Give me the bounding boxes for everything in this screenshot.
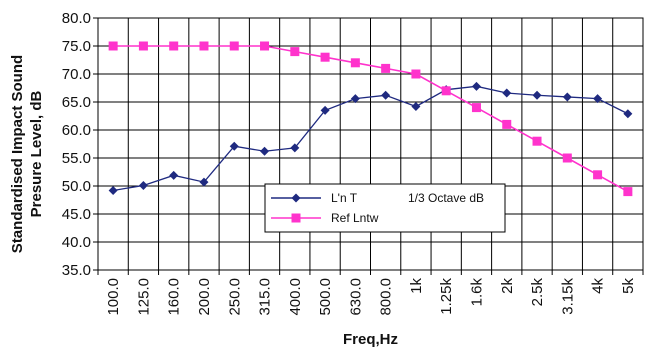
data-point [471, 81, 481, 91]
legend-label-suffix: 1/3 Octave dB [408, 191, 484, 205]
data-point [411, 69, 421, 79]
data-point [260, 146, 270, 156]
x-tick-label: 1.25k [438, 278, 455, 315]
y-tick-label: 50.0 [62, 178, 91, 195]
data-point [381, 63, 391, 73]
y-tick-label: 65.0 [62, 94, 91, 111]
data-point [108, 185, 118, 195]
x-tick-label: 4k [590, 278, 607, 294]
data-point [381, 90, 391, 100]
x-tick-label: 400.0 [287, 278, 304, 316]
data-point [229, 141, 239, 151]
y-tick-label: 40.0 [62, 234, 91, 251]
x-tick-label: 2k [499, 278, 516, 294]
x-tick-label: 1k [408, 278, 425, 294]
y-tick-label: 60.0 [62, 122, 91, 139]
data-point [502, 88, 512, 98]
x-tick-label: 100.0 [105, 278, 122, 316]
x-axis-title: Freq,Hz [343, 331, 398, 348]
series-line [113, 45, 629, 193]
data-point [350, 58, 360, 68]
x-tick-label: 250.0 [226, 278, 243, 316]
y-tick-label: 70.0 [62, 66, 91, 83]
data-point [199, 177, 209, 187]
series-1 [108, 81, 633, 195]
x-tick-label: 160.0 [166, 278, 183, 316]
data-point [320, 52, 330, 62]
x-tick-label: 3.15k [559, 278, 576, 315]
legend-swatch-marker [291, 213, 301, 223]
data-point [623, 187, 633, 197]
x-tick-label: 125.0 [135, 278, 152, 316]
legend-label: Ref Lntw [331, 211, 379, 225]
data-point [290, 143, 300, 153]
data-point [562, 153, 572, 163]
series-layer [108, 41, 633, 197]
data-point [502, 119, 512, 129]
x-tick-label: 500.0 [317, 278, 334, 316]
x-tick-label: 630.0 [347, 278, 364, 316]
x-tick-label: 200.0 [196, 278, 213, 316]
data-point [593, 94, 603, 104]
y-tick-label: 80.0 [62, 10, 91, 27]
y-axis-title-line: Presure Level, dB [28, 90, 45, 217]
data-point [320, 105, 330, 115]
data-point [108, 41, 118, 51]
data-point [229, 41, 239, 51]
series-line [113, 85, 629, 192]
y-tick-label: 45.0 [62, 206, 91, 223]
x-tick-label: 800.0 [378, 278, 395, 316]
legend-box [264, 183, 506, 233]
data-point [562, 92, 572, 102]
data-point [623, 109, 633, 119]
data-point [532, 136, 542, 146]
y-tick-label: 75.0 [62, 38, 91, 55]
x-tick-label: 5k [620, 278, 637, 294]
series-2 [108, 41, 633, 197]
x-tick-label: 1.6k [468, 278, 485, 307]
data-point [593, 170, 603, 180]
x-tick-label: 2.5k [529, 278, 546, 307]
legend-label: L'n T [331, 191, 358, 205]
data-point [441, 86, 451, 96]
data-point [290, 47, 300, 57]
data-point [260, 41, 270, 51]
y-tick-label: 55.0 [62, 150, 91, 167]
axes: 35.0 40.0 45.0 50.0 55.0 60.0 65.0 70.0 75.0 80.0… [9, 10, 644, 348]
data-point [532, 90, 542, 100]
legend-swatch-marker [291, 193, 301, 203]
data-point [411, 101, 421, 111]
y-axis-title: Standardised Impact Sound Presure Level, … [9, 55, 45, 253]
data-point [169, 170, 179, 180]
legend: L'n T 1/3 Octave dB Ref Lntw [264, 183, 506, 233]
y-tick-label: 35.0 [62, 262, 91, 279]
y-axis-title-line: Standardised Impact Sound [9, 55, 26, 253]
x-tick-label: 315.0 [257, 278, 274, 316]
data-point [138, 41, 148, 51]
data-point [350, 94, 360, 104]
data-point [138, 180, 148, 190]
data-point [199, 41, 209, 51]
data-point [471, 103, 481, 113]
data-point [169, 41, 179, 51]
